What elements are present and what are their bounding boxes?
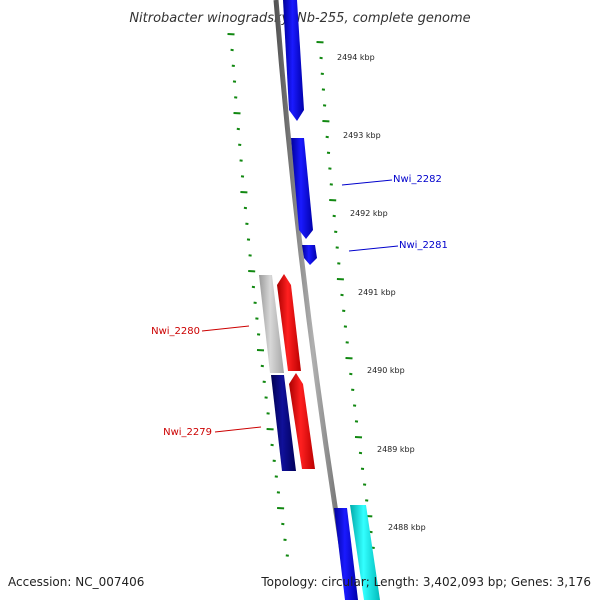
- scale-label-2494: 2494 kbp: [337, 53, 375, 62]
- topology-text: Topology: circular; Length: 3,402,093 bp…: [260, 575, 591, 589]
- leader-line-nwi-2279: [214, 426, 262, 433]
- scale-label-2490: 2490 kbp: [367, 366, 405, 375]
- gc-bar-light: [259, 275, 284, 373]
- gc-bar-dark: [271, 375, 296, 471]
- leader-line-nwi-2281: [348, 245, 399, 252]
- left-tick-track: [227, 33, 289, 557]
- accession-text: Accession: NC_007406: [8, 575, 144, 589]
- gene-label-nwi-2280[interactable]: Nwi_2280: [151, 326, 200, 337]
- scale-label-2489: 2489 kbp: [377, 445, 415, 454]
- scale-label-2493: 2493 kbp: [343, 131, 381, 140]
- cds-feature-nwi-2282: [291, 138, 313, 239]
- cds-feature-nwi-2279: [289, 373, 315, 469]
- gene-label-nwi-2282[interactable]: Nwi_2282: [393, 174, 442, 185]
- scale-label-2491: 2491 kbp: [358, 288, 396, 297]
- cds-feature-bottom-cyan: [350, 505, 380, 600]
- gene-label-nwi-2281[interactable]: Nwi_2281: [399, 240, 448, 251]
- map-title: Nitrobacter winogradskyi Nb-255, complet…: [129, 11, 470, 26]
- cds-feature-nwi-2280: [277, 274, 301, 371]
- gene-label-nwi-2279[interactable]: Nwi_2279: [163, 427, 212, 438]
- cds-feature-nwi-2281: [302, 245, 317, 265]
- leader-line-nwi-2282: [341, 179, 393, 186]
- leader-line-nwi-2280: [201, 325, 250, 332]
- scale-label-2488: 2488 kbp: [388, 523, 426, 532]
- cds-feature-top: [283, 0, 304, 121]
- cds-feature-bottom-blue: [334, 508, 358, 600]
- scale-label-2492: 2492 kbp: [350, 209, 388, 218]
